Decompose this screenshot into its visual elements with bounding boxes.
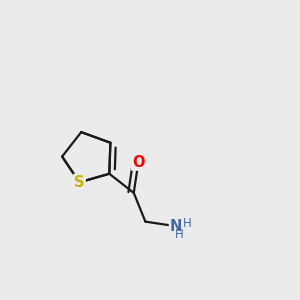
Text: O: O [132, 155, 145, 170]
Text: H: H [175, 228, 184, 241]
Text: H: H [183, 217, 192, 230]
Text: S: S [74, 175, 85, 190]
Text: N: N [170, 219, 182, 234]
